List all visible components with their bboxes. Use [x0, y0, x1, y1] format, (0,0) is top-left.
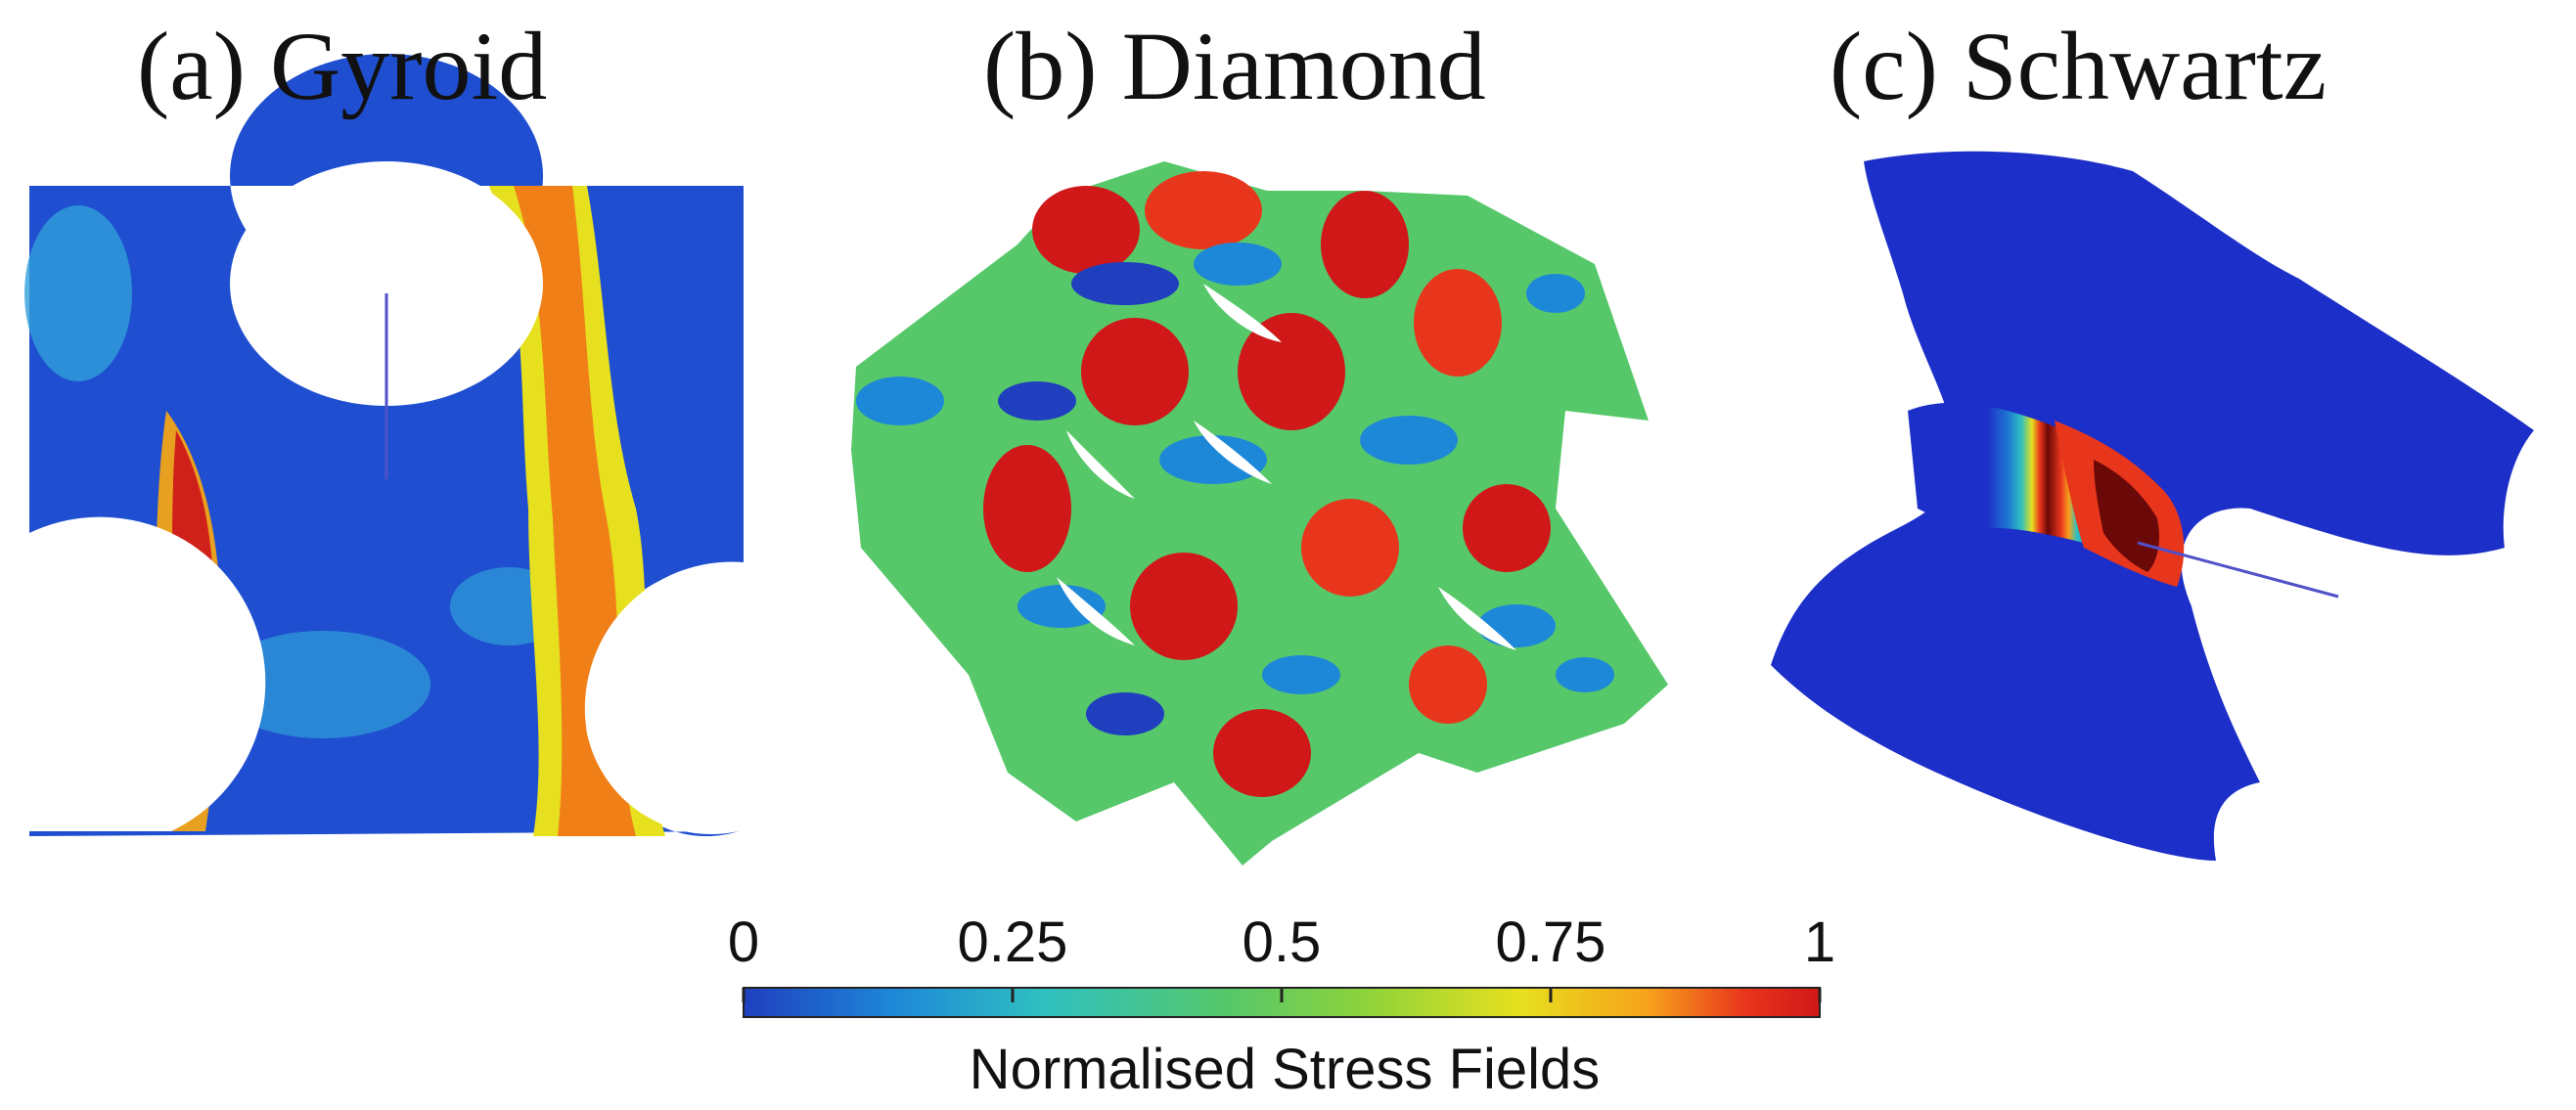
gyroid-cyan-zone — [215, 631, 430, 738]
gyroid-cutout-left — [29, 516, 266, 831]
colorbar-tick-label-025: 0.25 — [957, 910, 1068, 974]
diamond-stress-plot — [851, 161, 1668, 866]
panel-title-gyroid: (a) Gyroid — [137, 12, 548, 120]
gyroid-hole — [230, 161, 543, 406]
diamond-cool-spots — [856, 243, 1614, 735]
gyroid-stress-plot — [24, 54, 744, 837]
colorbar-tick-label-1: 1 — [1803, 910, 1836, 974]
diamond-hot-spots — [983, 171, 1551, 797]
schwartz-axis-marker — [2137, 541, 2339, 599]
panel-title-diamond: (b) Diamond — [983, 12, 1486, 120]
schwartz-stress-plot — [1771, 151, 2534, 861]
colorbar-tick-label-075: 0.75 — [1495, 910, 1606, 974]
colorbar-tick-label-05: 0.5 — [1242, 910, 1322, 974]
colorbar-label: Normalised Stress Fields — [969, 1038, 1601, 1101]
colorbar-tick-label-0: 0 — [727, 910, 760, 974]
panel-title-schwartz: (c) Schwartz — [1830, 12, 2327, 120]
colorbar — [742, 987, 1822, 1018]
gyroid-cyan-zone — [24, 205, 132, 381]
gyroid-cutout-right — [584, 561, 744, 835]
diamond-holes — [1057, 284, 1516, 650]
